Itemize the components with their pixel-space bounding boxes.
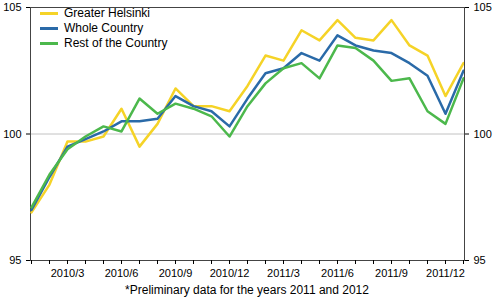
svg-text:95: 95	[474, 254, 486, 266]
svg-text:2011/9: 2011/9	[375, 267, 408, 279]
svg-text:105: 105	[3, 1, 21, 13]
svg-text:2010/12: 2010/12	[210, 267, 250, 279]
svg-text:2011/3: 2011/3	[267, 267, 300, 279]
svg-text:2010/6: 2010/6	[105, 267, 139, 279]
html-text:Rest of the Country: Rest of the Country	[64, 36, 168, 50]
svg-text:2010/3: 2010/3	[51, 267, 85, 279]
svg-text:105: 105	[474, 1, 492, 13]
svg-text:100: 100	[3, 128, 21, 140]
svg-text:2011/6: 2011/6	[321, 267, 354, 279]
html-text:Whole Country: Whole Country	[64, 21, 144, 35]
svg-text:100: 100	[474, 128, 492, 140]
html-text:*Preliminary data for the year: *Preliminary data for the years 2011 and…	[125, 283, 369, 297]
svg-text:2011/12: 2011/12	[426, 267, 465, 279]
svg-text:95: 95	[9, 254, 21, 266]
svg-text:2010/9: 2010/9	[159, 267, 193, 279]
html-text:Greater Helsinki: Greater Helsinki	[64, 6, 150, 20]
